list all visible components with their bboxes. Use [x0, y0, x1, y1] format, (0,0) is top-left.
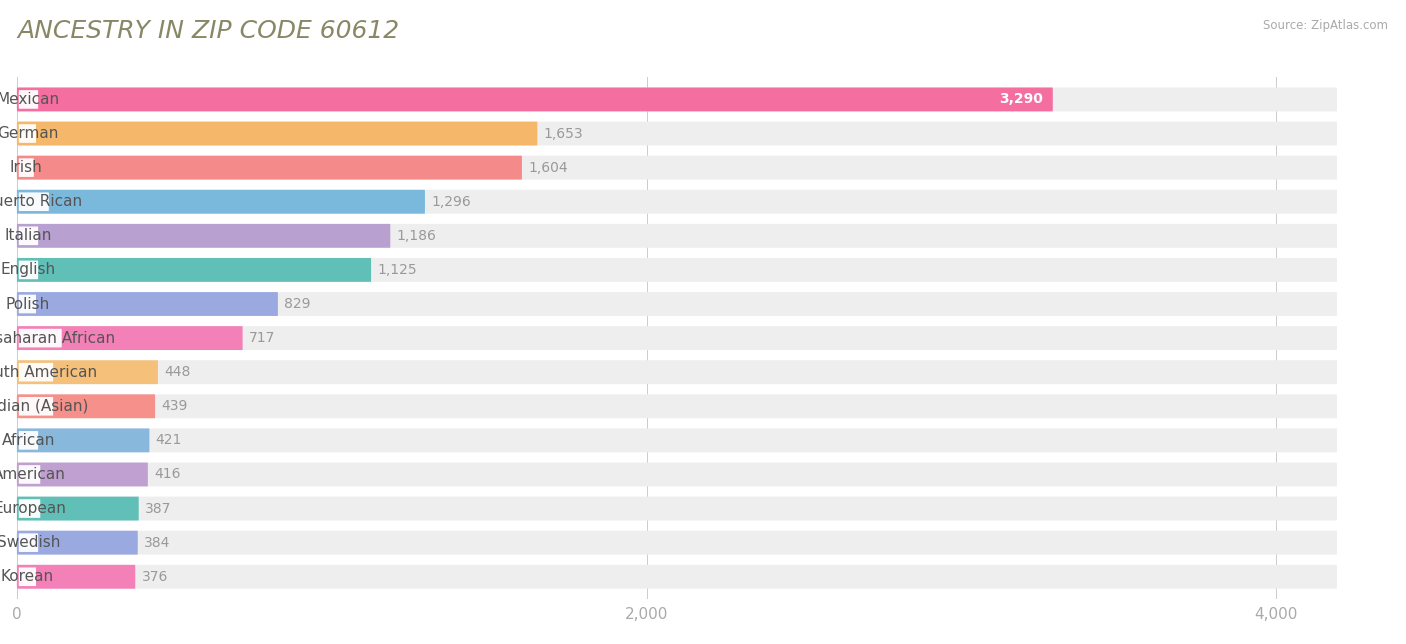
FancyBboxPatch shape [17, 224, 1337, 248]
Text: 387: 387 [145, 502, 172, 516]
FancyBboxPatch shape [17, 156, 522, 180]
Text: Korean: Korean [1, 569, 53, 584]
FancyBboxPatch shape [17, 292, 1337, 316]
Text: Source: ZipAtlas.com: Source: ZipAtlas.com [1263, 19, 1388, 32]
FancyBboxPatch shape [17, 394, 155, 418]
Text: Mexican: Mexican [0, 92, 60, 107]
FancyBboxPatch shape [17, 326, 243, 350]
Text: 448: 448 [165, 365, 191, 379]
FancyBboxPatch shape [17, 565, 135, 589]
FancyBboxPatch shape [17, 258, 371, 282]
Text: Irish: Irish [10, 160, 42, 175]
Text: Polish: Polish [6, 296, 49, 312]
FancyBboxPatch shape [18, 533, 38, 552]
FancyBboxPatch shape [17, 428, 149, 452]
FancyBboxPatch shape [18, 329, 62, 347]
FancyBboxPatch shape [18, 261, 38, 279]
Text: 439: 439 [162, 399, 188, 413]
FancyBboxPatch shape [17, 258, 1337, 282]
FancyBboxPatch shape [17, 428, 1337, 452]
Text: American: American [0, 467, 66, 482]
FancyBboxPatch shape [17, 88, 1337, 111]
FancyBboxPatch shape [18, 193, 49, 211]
Text: 1,653: 1,653 [544, 126, 583, 140]
Text: Swedish: Swedish [0, 535, 60, 550]
FancyBboxPatch shape [17, 360, 157, 384]
Text: 376: 376 [142, 570, 167, 583]
Text: Indian (Asian): Indian (Asian) [0, 399, 89, 414]
FancyBboxPatch shape [18, 227, 38, 245]
FancyBboxPatch shape [17, 462, 1337, 486]
Text: European: European [0, 501, 66, 516]
Text: 829: 829 [284, 297, 311, 311]
Text: ANCESTRY IN ZIP CODE 60612: ANCESTRY IN ZIP CODE 60612 [17, 19, 399, 43]
Text: 3,290: 3,290 [1000, 93, 1043, 106]
Text: 1,296: 1,296 [432, 194, 471, 209]
Text: German: German [0, 126, 58, 141]
Text: 384: 384 [143, 536, 170, 550]
FancyBboxPatch shape [18, 158, 34, 177]
Text: 421: 421 [156, 433, 183, 448]
FancyBboxPatch shape [17, 531, 1337, 554]
FancyBboxPatch shape [17, 565, 1337, 589]
Text: 416: 416 [155, 468, 180, 482]
FancyBboxPatch shape [17, 224, 391, 248]
FancyBboxPatch shape [18, 363, 53, 381]
FancyBboxPatch shape [18, 295, 37, 314]
Text: 1,186: 1,186 [396, 229, 436, 243]
FancyBboxPatch shape [18, 431, 38, 450]
FancyBboxPatch shape [17, 190, 425, 214]
Text: Subsaharan African: Subsaharan African [0, 330, 115, 346]
FancyBboxPatch shape [17, 497, 1337, 520]
Text: Puerto Rican: Puerto Rican [0, 194, 83, 209]
FancyBboxPatch shape [17, 292, 278, 316]
FancyBboxPatch shape [18, 499, 41, 518]
FancyBboxPatch shape [17, 394, 1337, 418]
FancyBboxPatch shape [17, 156, 1337, 180]
FancyBboxPatch shape [18, 397, 53, 415]
Text: 717: 717 [249, 331, 276, 345]
FancyBboxPatch shape [17, 122, 537, 146]
FancyBboxPatch shape [17, 531, 138, 554]
FancyBboxPatch shape [18, 567, 37, 586]
FancyBboxPatch shape [18, 90, 38, 109]
Text: African: African [1, 433, 55, 448]
FancyBboxPatch shape [17, 190, 1337, 214]
FancyBboxPatch shape [17, 462, 148, 486]
Text: English: English [1, 262, 56, 278]
FancyBboxPatch shape [17, 122, 1337, 146]
Text: 1,604: 1,604 [529, 160, 568, 175]
Text: South American: South American [0, 365, 97, 380]
FancyBboxPatch shape [17, 326, 1337, 350]
FancyBboxPatch shape [17, 497, 139, 520]
FancyBboxPatch shape [18, 465, 41, 484]
FancyBboxPatch shape [17, 360, 1337, 384]
Text: Italian: Italian [4, 229, 52, 243]
FancyBboxPatch shape [18, 124, 37, 143]
FancyBboxPatch shape [17, 88, 1053, 111]
Text: 1,125: 1,125 [377, 263, 418, 277]
